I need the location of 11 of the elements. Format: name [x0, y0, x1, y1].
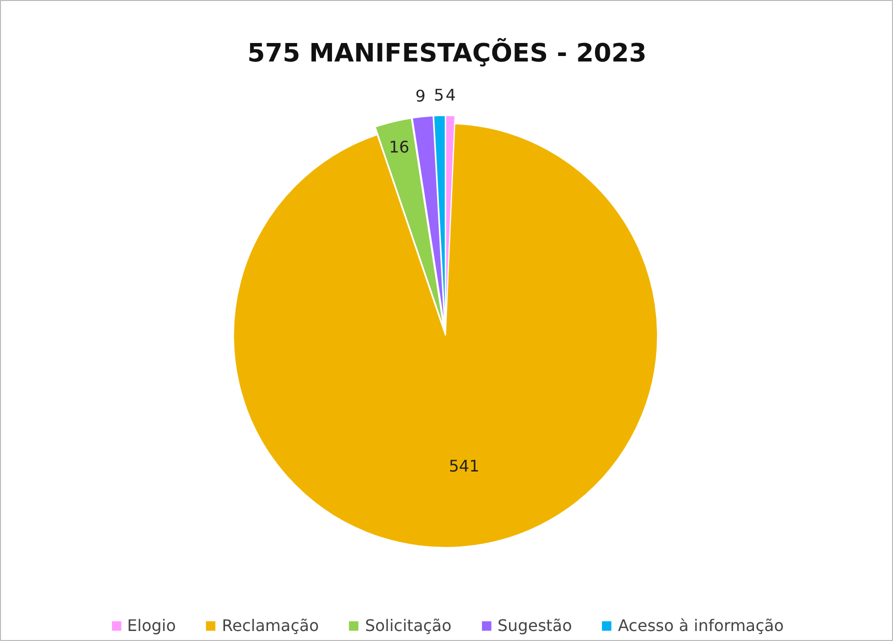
legend-label: Elogio [127, 616, 176, 635]
data-label: 541 [448, 456, 480, 476]
data-label: 5 [434, 85, 444, 104]
legend-label: Sugestão [498, 616, 572, 635]
legend-label: Acesso à informação [618, 616, 784, 635]
legend-label: Reclamação [222, 616, 319, 635]
legend-label: Solicitação [364, 616, 452, 635]
data-label: 16 [388, 138, 410, 157]
chart-title: 575 MANIFESTAÇÕES - 2023 [247, 38, 647, 68]
data-label: 4 [446, 85, 456, 104]
data-label: 9 [415, 86, 426, 106]
